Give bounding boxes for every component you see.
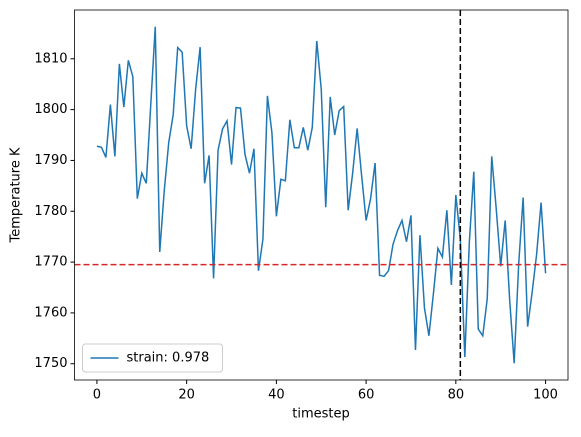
legend-box [82,343,223,373]
y-axis-label: Temperature K [9,147,24,243]
y-tick-label: 1750 [34,356,67,371]
x-tick-label: 40 [268,388,285,403]
y-tick-label: 1800 [34,102,67,117]
line [96,26,547,364]
y-tick-label: 1790 [34,153,67,168]
y-tick-label: 1760 [34,305,67,320]
x-tick-label: 0 [93,388,101,403]
legend-label: strain: 0.978 [127,351,210,366]
y-tick-label: 1770 [34,255,67,270]
x-tick-label: 80 [448,388,465,403]
x-tick-label: 100 [533,388,558,403]
x-tick-label: 60 [358,388,375,403]
plot-frame [74,9,569,381]
y-tick-label: 1810 [34,51,67,66]
x-tick-label: 20 [178,388,195,403]
x-axis-label: timestep [292,407,350,422]
y-tick-label: 1780 [34,204,67,219]
